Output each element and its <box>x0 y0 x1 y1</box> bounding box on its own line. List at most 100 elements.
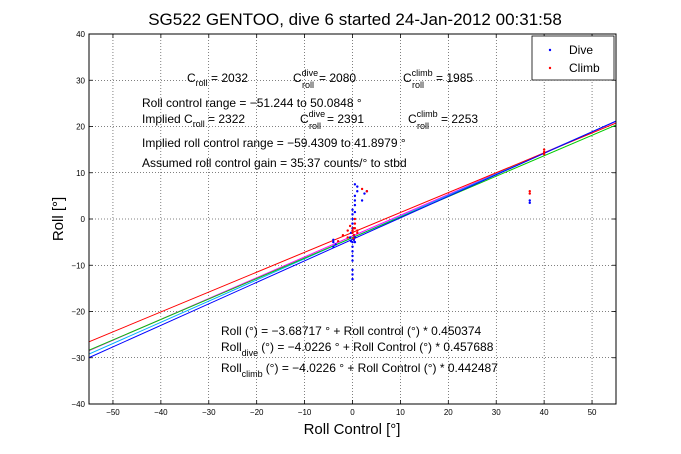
x-tick-label: 50 <box>588 408 597 417</box>
eq2-rest: (°) = −4.0226 ° + Roll Control (°) * 0.4… <box>261 340 494 354</box>
croll-cc-sub: roll <box>412 80 424 90</box>
implied-cc: C <box>408 112 417 126</box>
legend-box <box>531 35 615 81</box>
point-dive <box>332 240 335 244</box>
svg-text:Croll = 2032: Croll = 2032 <box>187 71 248 88</box>
point-climb <box>351 229 354 232</box>
fit-line <box>88 124 617 351</box>
point-climb <box>365 190 369 193</box>
croll-cc: C <box>403 71 412 85</box>
y-tick-label: 40 <box>76 30 85 39</box>
point-dive <box>528 201 531 205</box>
legend-label-climb: Climb <box>569 61 600 75</box>
point-climb <box>356 231 359 235</box>
point-climb <box>528 192 531 195</box>
croll-cd: C <box>293 71 302 85</box>
x-tick-label: −10 <box>298 408 312 417</box>
point-dive <box>353 194 357 198</box>
y-tick-label: 20 <box>76 123 85 132</box>
implied-cd: C <box>300 112 309 126</box>
point-climb <box>352 233 356 237</box>
point-dive <box>353 203 357 207</box>
annotation-eq1: Roll (°) = −3.68717 ° + Roll control (°)… <box>221 324 482 338</box>
eq3-roll: Roll <box>221 361 242 375</box>
implied-prefix: Implied C <box>142 112 193 126</box>
croll-cd-val: = 2080 <box>319 71 356 85</box>
fit-line <box>88 120 617 359</box>
legend-marker-dive <box>548 48 552 52</box>
croll-cd-sub: roll <box>302 80 314 90</box>
annotation-range: Roll control range = −51.244 to 50.0848 … <box>142 96 362 110</box>
point-dive <box>351 277 354 281</box>
legend-marker-climb <box>548 66 552 70</box>
svg-text:Cclimb: Cclimb <box>408 109 438 126</box>
chart-title: SG522 GENTOO, dive 6 started 24-Jan-2012… <box>148 10 562 29</box>
point-climb <box>542 150 546 154</box>
point-dive <box>348 236 352 239</box>
annotation-croll: Croll = 2032 Cdive roll = 2080 Cclimb ro… <box>187 68 473 90</box>
annotation-implied-range: Implied roll control range = −59.4309 to… <box>142 136 406 150</box>
annotation-implied: Implied Croll = 2322 Cdive roll = 2391 C… <box>142 109 478 131</box>
x-tick-label: −30 <box>202 408 216 417</box>
x-tick-label: 20 <box>444 408 453 417</box>
annotation-eq2: Rolldive (°) = −4.0226 ° + Roll Control (… <box>221 340 494 358</box>
x-tick-label: 30 <box>492 408 501 417</box>
y-tick-label: −20 <box>71 308 85 317</box>
x-tick-label: −20 <box>250 408 264 417</box>
point-dive <box>351 254 354 258</box>
croll-c-sub: roll <box>196 78 208 88</box>
point-dive <box>351 222 354 225</box>
y-tick-label: −10 <box>71 261 85 270</box>
point-dive <box>351 273 354 276</box>
implied-sub: roll <box>193 119 205 129</box>
y-tick-label: 0 <box>81 215 86 224</box>
x-tick-label: 0 <box>350 408 355 417</box>
point-dive <box>332 245 335 248</box>
implied-cd-sup: dive <box>309 109 326 119</box>
y-tick-labels: −40 −30 −20 −10 0 10 20 30 40 <box>71 30 85 409</box>
plot-frame <box>88 33 617 405</box>
point-climb <box>336 240 340 243</box>
point-dive <box>353 210 357 214</box>
point-climb <box>341 233 345 237</box>
svg-text:Cdive: Cdive <box>300 109 325 126</box>
point-dive <box>351 213 354 216</box>
croll-cc-sup: climb <box>412 68 433 78</box>
x-tick-label: −50 <box>106 408 120 417</box>
point-dive <box>351 268 354 272</box>
implied-cd-val: = 2391 <box>327 112 364 126</box>
point-climb <box>353 217 357 221</box>
point-dive <box>360 199 364 202</box>
croll-c: C <box>187 71 196 85</box>
point-climb <box>351 231 354 235</box>
legend: Dive Climb <box>531 35 615 81</box>
point-climb <box>542 153 546 156</box>
x-tick-label: −40 <box>154 408 168 417</box>
implied-cc-sub: roll <box>417 121 429 131</box>
croll-cd-sup: dive <box>302 68 319 78</box>
point-climb <box>353 222 357 225</box>
point-climb <box>346 229 349 232</box>
point-climb <box>528 190 531 193</box>
point-climb <box>348 224 352 228</box>
svg-text:Implied Croll = 2322: Implied Croll = 2322 <box>142 112 245 129</box>
point-dive <box>356 185 359 188</box>
implied-val: = 2322 <box>205 112 246 126</box>
x-tick-label: 40 <box>540 408 549 417</box>
eq2-sub: dive <box>242 348 259 358</box>
point-climb <box>356 229 359 232</box>
point-climb <box>352 237 355 240</box>
point-dive <box>363 192 366 195</box>
point-climb <box>360 187 364 191</box>
point-dive <box>349 240 353 243</box>
annotation-eq3: Rollclimb (°) = −4.0226 ° + Roll Control … <box>221 361 498 379</box>
svg-text:Cdive: Cdive <box>293 68 318 85</box>
implied-cc-sup: climb <box>417 109 438 119</box>
point-dive <box>353 199 357 202</box>
croll-cc-val: = 1985 <box>436 71 473 85</box>
y-tick-label: −40 <box>71 400 85 409</box>
legend-label-dive: Dive <box>569 43 593 57</box>
point-dive <box>334 243 337 246</box>
implied-cd-sub: roll <box>309 121 321 131</box>
